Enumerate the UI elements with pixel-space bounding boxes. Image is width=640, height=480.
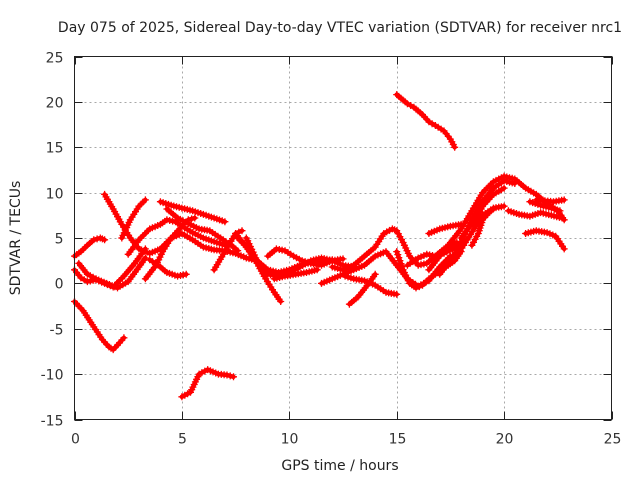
plus-markers bbox=[264, 245, 347, 269]
plus-markers bbox=[101, 190, 199, 257]
plus-markers bbox=[425, 220, 465, 237]
plus-markers bbox=[156, 198, 229, 226]
series-arc-6 bbox=[118, 196, 149, 242]
y-tick-label: 15 bbox=[46, 141, 64, 157]
x-tick-label: 15 bbox=[389, 432, 407, 448]
plus-markers bbox=[118, 196, 149, 242]
plus-markers bbox=[532, 196, 568, 206]
plus-markers bbox=[345, 270, 379, 308]
series-arc-4 bbox=[75, 254, 149, 292]
series-arc-28 bbox=[425, 220, 465, 237]
series-arc-7 bbox=[124, 216, 229, 258]
plus-markers bbox=[468, 205, 497, 249]
series-arc-22 bbox=[345, 270, 379, 308]
series-arc-9 bbox=[146, 256, 190, 280]
y-tick-label: 5 bbox=[55, 232, 64, 248]
chart-title: Day 075 of 2025, Sidereal Day-to-day VTE… bbox=[58, 20, 622, 36]
y-tick-label: 20 bbox=[46, 96, 64, 112]
plus-markers bbox=[178, 366, 237, 401]
plus-markers bbox=[146, 256, 190, 280]
series-arc-33 bbox=[526, 198, 564, 215]
data-series bbox=[71, 91, 568, 401]
y-tick-label: -5 bbox=[50, 323, 64, 339]
x-tick-label: 20 bbox=[496, 432, 514, 448]
series-arc-35 bbox=[532, 196, 568, 206]
plus-markers bbox=[270, 266, 321, 283]
y-tick-label: 0 bbox=[55, 277, 64, 293]
series-arc-17 bbox=[264, 245, 347, 269]
x-tick-label: 5 bbox=[178, 432, 187, 448]
plus-markers bbox=[75, 254, 149, 292]
x-axis-label: GPS time / hours bbox=[281, 458, 398, 474]
series-arc-12 bbox=[178, 366, 237, 401]
plus-markers bbox=[242, 234, 358, 280]
y-tick-label: 10 bbox=[46, 187, 64, 203]
series-arc-31 bbox=[468, 205, 497, 249]
y-tick-label: -15 bbox=[41, 414, 64, 430]
plus-markers bbox=[522, 227, 568, 253]
axis-ticks bbox=[74, 56, 613, 421]
plus-markers bbox=[393, 91, 459, 151]
x-tick-label: 10 bbox=[281, 432, 299, 448]
plus-markers bbox=[504, 207, 566, 222]
x-tick-label: 25 bbox=[604, 432, 622, 448]
series-arc-34 bbox=[522, 227, 568, 253]
plus-markers bbox=[457, 184, 508, 242]
x-tick-label: 0 bbox=[71, 432, 80, 448]
series-arc-29 bbox=[457, 184, 508, 242]
series-arc-5 bbox=[101, 190, 199, 257]
x-tick-labels: 0 5 10 15 20 25 bbox=[71, 432, 621, 448]
series-arc-32 bbox=[504, 207, 566, 222]
y-tick-labels: -15 -10 -5 0 5 10 15 20 25 bbox=[41, 51, 64, 430]
plus-markers bbox=[71, 298, 128, 354]
grid bbox=[74, 56, 612, 420]
y-tick-label: -10 bbox=[41, 368, 64, 384]
series-arc-18 bbox=[270, 266, 321, 283]
series-arc-10 bbox=[156, 198, 229, 226]
y-axis-label: SDTVAR / TECUs bbox=[8, 181, 24, 296]
plus-markers bbox=[425, 172, 568, 274]
series-arc-1 bbox=[71, 298, 128, 354]
plus-markers bbox=[526, 198, 564, 215]
plus-markers bbox=[124, 216, 229, 258]
y-tick-label: 25 bbox=[46, 51, 64, 67]
plus-markers bbox=[163, 205, 242, 255]
series-arc-23 bbox=[393, 91, 459, 151]
